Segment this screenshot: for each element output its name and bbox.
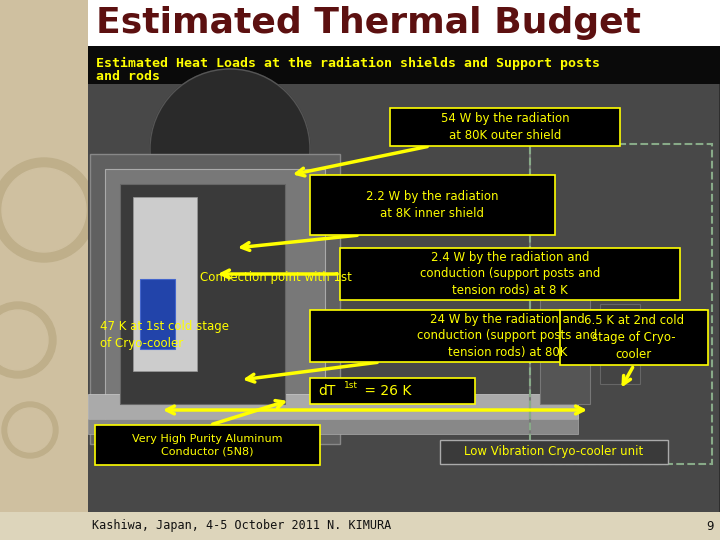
Text: 6.5 K at 2nd cold
stage of Cryo-
cooler: 6.5 K at 2nd cold stage of Cryo- cooler	[584, 314, 684, 361]
Bar	[88, 46, 720, 84]
Circle shape	[0, 302, 56, 378]
Bar	[105, 169, 325, 429]
Text: 2.2 W by the radiation
at 8K inner shield: 2.2 W by the radiation at 8K inner shiel…	[366, 190, 499, 220]
Text: 47 K at 1st cold stage
of Cryo-cooler: 47 K at 1st cold stage of Cryo-cooler	[100, 320, 229, 349]
Bar	[440, 440, 668, 464]
Text: Very High Purity Aluminum
Conductor (5N8): Very High Purity Aluminum Conductor (5N8…	[132, 434, 283, 456]
Bar	[340, 248, 680, 300]
Bar	[140, 279, 175, 349]
Text: 54 W by the radiation
at 80K outer shield: 54 W by the radiation at 80K outer shiel…	[441, 112, 570, 141]
Bar	[90, 154, 340, 444]
Bar	[600, 304, 640, 384]
Text: Kashiwa, Japan, 4-5 October 2011 N. KIMURA: Kashiwa, Japan, 4-5 October 2011 N. KIMU…	[92, 519, 391, 532]
Circle shape	[0, 310, 48, 370]
Text: 24 W by the radiation and
conduction (support posts and
tension rods) at 80K: 24 W by the radiation and conduction (su…	[418, 313, 598, 359]
FancyBboxPatch shape	[133, 197, 197, 371]
Bar	[540, 284, 590, 404]
Bar	[0, 0, 88, 540]
Text: 2.4 W by the radiation and
conduction (support posts and
tension rods) at 8 K: 2.4 W by the radiation and conduction (s…	[420, 251, 600, 297]
Bar	[390, 108, 620, 146]
Bar	[95, 425, 320, 465]
Text: Low Vibration Cryo-cooler unit: Low Vibration Cryo-cooler unit	[464, 446, 644, 458]
Bar	[0, 512, 720, 540]
Bar	[88, 84, 719, 512]
Text: and rods: and rods	[96, 70, 160, 83]
Text: Estimated Thermal Budget: Estimated Thermal Budget	[96, 6, 641, 40]
Bar	[88, 419, 578, 434]
Circle shape	[2, 402, 58, 458]
Circle shape	[0, 158, 96, 262]
Bar	[88, 0, 720, 46]
Bar	[310, 310, 705, 362]
Circle shape	[8, 408, 52, 452]
Bar	[88, 394, 578, 419]
Bar	[310, 175, 555, 235]
Bar	[310, 378, 475, 404]
Text: = 26 K: = 26 K	[360, 384, 411, 398]
Text: 9: 9	[706, 519, 714, 532]
Bar	[530, 144, 712, 464]
Circle shape	[150, 69, 310, 229]
Circle shape	[2, 168, 86, 252]
Text: Connection point with 1st: Connection point with 1st	[200, 272, 352, 285]
Bar	[88, 46, 720, 512]
Text: Estimated Heat Loads at the radiation shields and Support posts: Estimated Heat Loads at the radiation sh…	[96, 57, 600, 70]
Bar	[120, 184, 285, 404]
Text: dT: dT	[318, 384, 336, 398]
Bar	[560, 310, 708, 365]
Text: 1st: 1st	[344, 381, 358, 390]
